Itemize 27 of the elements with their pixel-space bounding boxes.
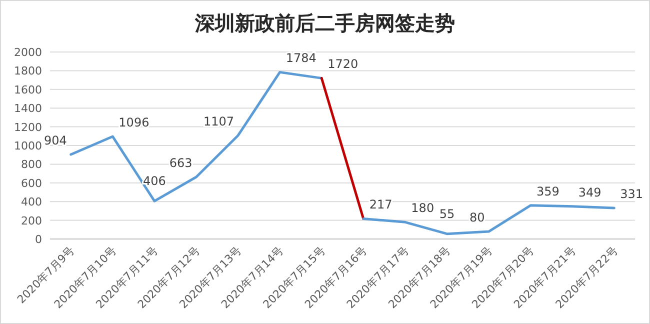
y-tick-label: 1600 <box>14 83 42 96</box>
data-label: 349 <box>578 185 602 200</box>
y-tick-label: 600 <box>21 176 42 190</box>
line-series <box>70 70 323 202</box>
y-tick-label: 800 <box>21 158 42 172</box>
y-tick-label: 1400 <box>14 102 42 116</box>
data-label: 663 <box>169 156 192 170</box>
data-label: 1107 <box>203 114 234 128</box>
data-label: 406 <box>143 174 166 188</box>
data-label: 180 <box>411 201 434 216</box>
data-label: 331 <box>620 187 644 202</box>
y-tick-label: 400 <box>21 196 42 209</box>
data-label: 80 <box>469 210 485 225</box>
y-tick-label: 1000 <box>14 140 42 152</box>
data-label: 904 <box>44 133 67 148</box>
y-tick-label: 200 <box>21 214 42 228</box>
data-label: 217 <box>369 198 392 212</box>
y-tick-label: 1800 <box>14 64 42 78</box>
data-label: 1096 <box>118 116 150 130</box>
data-label: 359 <box>536 184 560 198</box>
chart-title: 深圳新政前后二手房网签走势 <box>194 11 455 35</box>
data-label: 1784 <box>286 51 316 66</box>
y-tick-label: 2000 <box>14 46 42 59</box>
y-tick-label: 1200 <box>14 120 42 134</box>
data-label: 55 <box>439 206 455 221</box>
y-tick-label: 0 <box>35 233 42 246</box>
data-label: 1720 <box>328 57 358 72</box>
